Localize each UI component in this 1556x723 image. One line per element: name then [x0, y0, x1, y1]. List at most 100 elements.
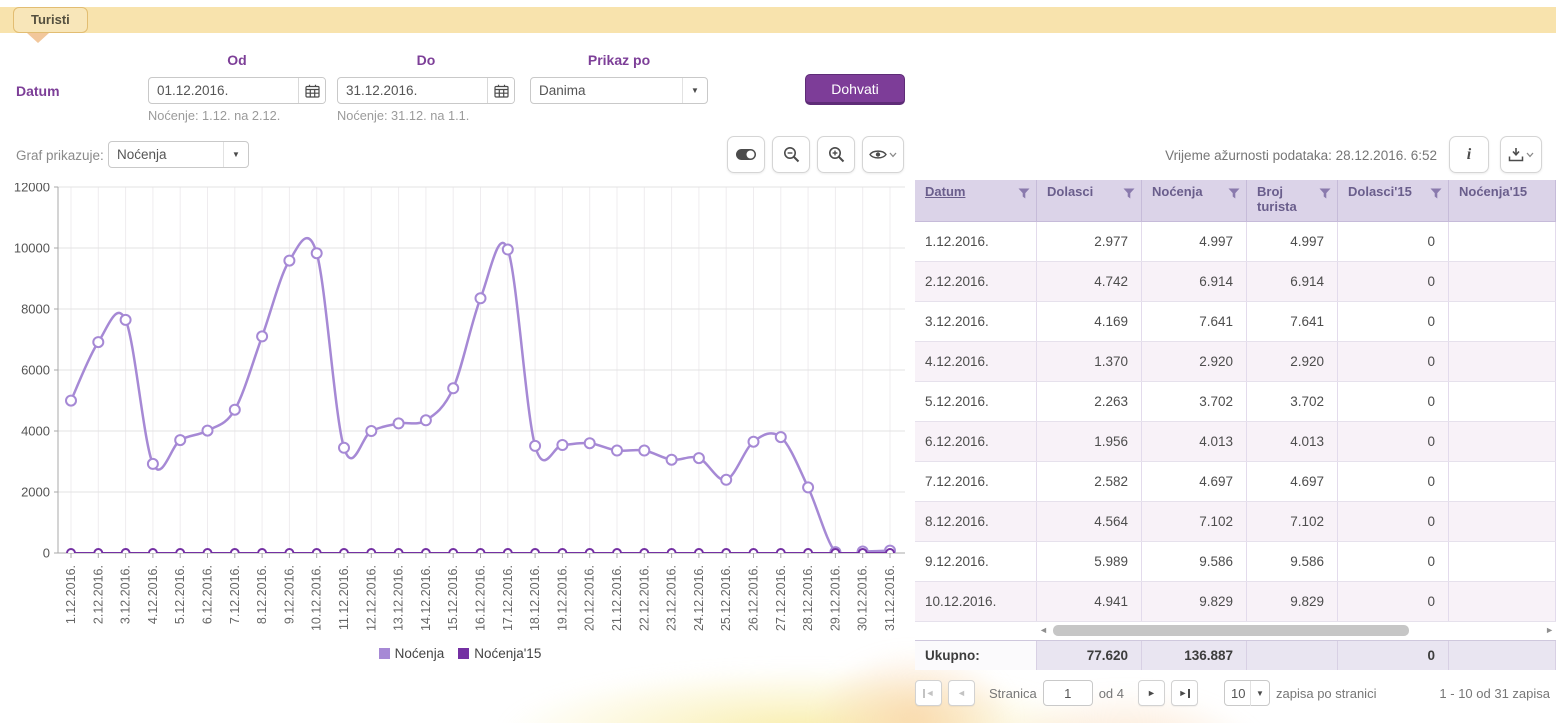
first-page-icon	[923, 689, 925, 698]
svg-text:7.12.2016.: 7.12.2016.	[228, 565, 242, 624]
filter-icon[interactable]	[1228, 188, 1240, 199]
scroll-right-icon[interactable]: ►	[1545, 625, 1554, 635]
next-page-button[interactable]: ►	[1138, 680, 1165, 706]
column-header-dolasci-15[interactable]: Dolasci'15	[1338, 180, 1449, 221]
filter-icon[interactable]	[1123, 188, 1135, 199]
chart-toggle-button[interactable]	[727, 136, 765, 173]
dohvati-button[interactable]: Dohvati	[805, 74, 905, 105]
zoom-in-icon	[828, 146, 845, 163]
chevron-down-icon: ▼	[1251, 689, 1269, 698]
datum-label: Datum	[16, 83, 60, 99]
cell-value: 9.829	[1247, 582, 1338, 621]
table-row[interactable]: 2.12.2016.4.7426.9146.9140	[915, 262, 1556, 302]
column-label: Dolasci	[1047, 184, 1093, 199]
cell-value: 4.013	[1142, 422, 1247, 461]
filter-icon[interactable]	[1319, 188, 1331, 199]
svg-text:10000: 10000	[14, 241, 50, 256]
toggle-icon	[735, 148, 757, 161]
graf-prikazuje-select[interactable]: Noćenja ▼	[108, 141, 249, 168]
cell-date: 7.12.2016.	[915, 462, 1037, 501]
horizontal-scrollbar[interactable]: ◄ ►	[1037, 624, 1556, 638]
column-header-dolasci[interactable]: Dolasci	[1037, 180, 1142, 221]
table-row[interactable]: 5.12.2016.2.2633.7023.7020	[915, 382, 1556, 422]
svg-text:17.12.2016.: 17.12.2016.	[501, 565, 515, 631]
page-size-select[interactable]: 10 ▼	[1224, 680, 1270, 706]
table-row[interactable]: 8.12.2016.4.5647.1027.1020	[915, 502, 1556, 542]
cell-value	[1449, 222, 1556, 261]
download-menu-button[interactable]	[1500, 136, 1542, 173]
cell-value: 0	[1338, 422, 1449, 461]
table-row[interactable]: 4.12.2016.1.3702.9202.9200	[915, 342, 1556, 382]
legend-swatch	[379, 648, 390, 659]
scrollbar-thumb[interactable]	[1053, 625, 1409, 636]
svg-text:31.12.2016.: 31.12.2016.	[883, 565, 897, 631]
legend-item[interactable]: Noćenja	[379, 646, 445, 661]
last-page-button[interactable]: ►	[1171, 680, 1198, 706]
filter-icon[interactable]	[1018, 188, 1030, 199]
date-from-input[interactable]	[149, 78, 298, 103]
table-row[interactable]: 6.12.2016.1.9564.0134.0130	[915, 422, 1556, 462]
cell-value: 4.742	[1037, 262, 1142, 301]
prikaz-po-label: Prikaz po	[530, 52, 708, 68]
legend-item[interactable]: Noćenja'15	[458, 646, 541, 661]
zoom-out-button[interactable]	[772, 136, 810, 173]
table-row[interactable]: 7.12.2016.2.5824.6974.6970	[915, 462, 1556, 502]
svg-text:18.12.2016.: 18.12.2016.	[528, 565, 542, 631]
svg-text:12000: 12000	[14, 183, 50, 195]
column-header-datum[interactable]: Datum	[915, 180, 1037, 221]
calendar-icon[interactable]	[298, 78, 325, 103]
svg-text:14.12.2016.: 14.12.2016.	[419, 565, 433, 631]
previous-page-button[interactable]: ◄	[948, 680, 975, 706]
chart-canvas[interactable]: 0200040006000800010000120001.12.2016.2.1…	[10, 183, 910, 643]
first-page-button[interactable]: ◄	[915, 680, 942, 706]
date-from-group	[148, 77, 326, 104]
cell-date: 8.12.2016.	[915, 502, 1037, 541]
zoom-in-button[interactable]	[817, 136, 855, 173]
table-row[interactable]: 9.12.2016.5.9899.5869.5860	[915, 542, 1556, 582]
cell-value: 4.169	[1037, 302, 1142, 341]
date-to-input[interactable]	[338, 78, 487, 103]
last-page-icon	[1188, 689, 1190, 698]
legend-swatch	[458, 648, 469, 659]
grid-totals-row: Ukupno:77.620136.8870	[915, 640, 1556, 670]
scroll-left-icon[interactable]: ◄	[1039, 625, 1048, 635]
visibility-menu-button[interactable]	[862, 136, 904, 173]
calendar-icon[interactable]	[487, 78, 514, 103]
filter-icon[interactable]	[1430, 188, 1442, 199]
do-label: Do	[337, 52, 515, 68]
eye-icon	[869, 149, 887, 160]
info-button[interactable]: i	[1449, 136, 1489, 173]
svg-text:30.12.2016.: 30.12.2016.	[856, 565, 870, 631]
table-row[interactable]: 3.12.2016.4.1697.6417.6410	[915, 302, 1556, 342]
column-header-broj-turista[interactable]: Broj turista	[1247, 180, 1338, 221]
svg-text:5.12.2016.: 5.12.2016.	[173, 565, 187, 624]
svg-text:23.12.2016.: 23.12.2016.	[665, 565, 679, 631]
od-label: Od	[148, 52, 326, 68]
cell-value: 1.370	[1037, 342, 1142, 381]
column-label: Noćenja'15	[1459, 184, 1527, 199]
cell-value: 0	[1338, 222, 1449, 261]
table-row[interactable]: 10.12.2016.4.9419.8299.8290	[915, 582, 1556, 622]
totals-value	[1247, 641, 1338, 670]
table-row[interactable]: 1.12.2016.2.9774.9974.9970	[915, 222, 1556, 262]
cell-value	[1449, 382, 1556, 421]
cell-value: 0	[1338, 502, 1449, 541]
svg-text:8.12.2016.: 8.12.2016.	[255, 565, 269, 624]
prikaz-po-value: Danima	[531, 78, 683, 103]
cell-value: 0	[1338, 462, 1449, 501]
cell-date: 9.12.2016.	[915, 542, 1037, 581]
svg-text:9.12.2016.: 9.12.2016.	[282, 565, 296, 624]
turisti-dashboard: Turisti Od Do Prikaz po Datum Danima ▼ N…	[0, 0, 1556, 723]
prikaz-po-select[interactable]: Danima ▼	[530, 77, 708, 104]
chevron-down-icon	[889, 152, 897, 158]
cell-value: 0	[1338, 262, 1449, 301]
page-number-input[interactable]	[1043, 680, 1093, 706]
column-header-no-enja-15[interactable]: Noćenja'15	[1449, 180, 1556, 221]
data-updated-text: Vrijeme ažurnosti podataka: 28.12.2016. …	[1165, 148, 1437, 163]
svg-text:3.12.2016.: 3.12.2016.	[119, 565, 133, 624]
cell-value: 5.989	[1037, 542, 1142, 581]
tab-turisti[interactable]: Turisti	[13, 7, 88, 33]
cell-value	[1449, 422, 1556, 461]
column-header-no-enja[interactable]: Noćenja	[1142, 180, 1247, 221]
cell-date: 2.12.2016.	[915, 262, 1037, 301]
